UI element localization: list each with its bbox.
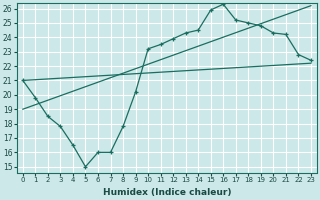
X-axis label: Humidex (Indice chaleur): Humidex (Indice chaleur) <box>103 188 231 197</box>
